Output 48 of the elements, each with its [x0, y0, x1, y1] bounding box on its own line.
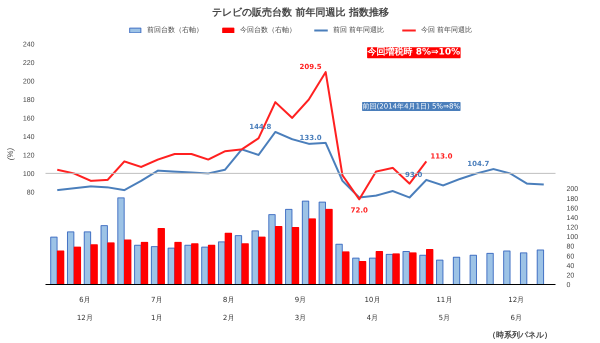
line-series: [56, 71, 428, 200]
bar: [352, 258, 360, 284]
bar: [409, 252, 417, 284]
bar: [201, 246, 209, 284]
bar: [292, 227, 300, 284]
bar: [140, 242, 148, 284]
bar: [117, 197, 125, 284]
y-axis-title: (%): [6, 147, 15, 160]
bar: [325, 208, 333, 284]
bar: [224, 232, 232, 284]
bar: [386, 254, 394, 284]
bar: [342, 251, 350, 284]
bar: [234, 235, 242, 284]
bar: [426, 249, 434, 284]
text: （時系列パネル）: [488, 330, 552, 340]
bar: [258, 236, 266, 284]
bar: [168, 248, 176, 284]
bar: [376, 250, 384, 284]
bar: [285, 208, 292, 284]
bar: [66, 231, 74, 284]
bar: [174, 242, 182, 284]
bar: [436, 260, 444, 284]
bar: [470, 254, 477, 284]
bar: [50, 236, 58, 284]
bar: [486, 252, 494, 284]
bar: [275, 226, 282, 284]
bar: [191, 243, 198, 284]
bar: [124, 239, 132, 284]
bar: [358, 261, 366, 284]
bar: [74, 246, 82, 284]
bar: [208, 244, 216, 284]
bar: [536, 250, 544, 284]
annotation: 今回増税時 8%⇒10%: [366, 46, 460, 58]
bar: [318, 202, 326, 284]
bar: [503, 250, 511, 284]
bar: [308, 218, 316, 284]
bar: [392, 253, 400, 284]
bar: [241, 243, 249, 284]
bar: [134, 244, 142, 284]
bar: [56, 250, 64, 284]
bar: [107, 242, 115, 284]
bar: [90, 244, 98, 284]
line-series: [56, 130, 545, 198]
bar: [158, 228, 165, 284]
bar: [452, 256, 460, 284]
bar: [100, 225, 108, 284]
bar: [520, 252, 528, 284]
chart-title: テレビの販売台数 前年同週比 指数推移: [212, 6, 389, 18]
